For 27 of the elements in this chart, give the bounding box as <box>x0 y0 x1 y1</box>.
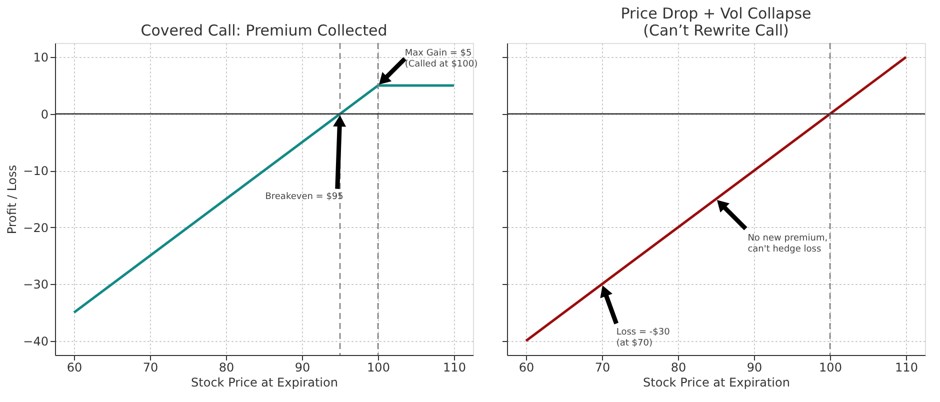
x-tick-label: 80 <box>218 360 234 374</box>
annotation: Max Gain = $5 (Called at $100) <box>404 48 478 70</box>
x-tick-label: 110 <box>895 360 918 374</box>
chart-title: Covered Call: Premium Collected <box>140 21 388 40</box>
y-axis-title: Profit / Loss <box>5 164 20 234</box>
x-tick-label: 70 <box>142 360 158 374</box>
annotation: No new premium, can't hedge loss <box>748 234 828 255</box>
x-tick-label: 70 <box>594 360 610 374</box>
x-axis-title: Stock Price at Expiration <box>191 376 338 390</box>
annotation: Breakeven = $95 <box>265 192 344 202</box>
y-tick-label: −20 <box>23 220 48 235</box>
x-tick-label: 110 <box>443 360 466 374</box>
x-tick-label: 90 <box>746 360 762 374</box>
x-tick-label: 100 <box>819 360 842 374</box>
y-tick-label: −30 <box>23 278 48 292</box>
chart-title: Price Drop + Vol Collapse (Can’t Rewrite Call) <box>620 4 812 40</box>
x-tick-label: 60 <box>518 360 534 374</box>
x-tick-label: 100 <box>367 360 390 374</box>
y-tick-label: 0 <box>40 107 48 122</box>
x-tick-label: 80 <box>670 360 686 374</box>
x-tick-label: 60 <box>66 360 82 374</box>
x-axis-title: Stock Price at Expiration <box>643 376 790 390</box>
annotation: Loss = -$30 (at $70) <box>616 328 670 349</box>
y-tick-label: 10 <box>33 50 48 65</box>
x-tick-label: 90 <box>294 360 310 374</box>
y-tick-label: −40 <box>23 334 48 348</box>
y-tick-label: −10 <box>23 164 48 178</box>
